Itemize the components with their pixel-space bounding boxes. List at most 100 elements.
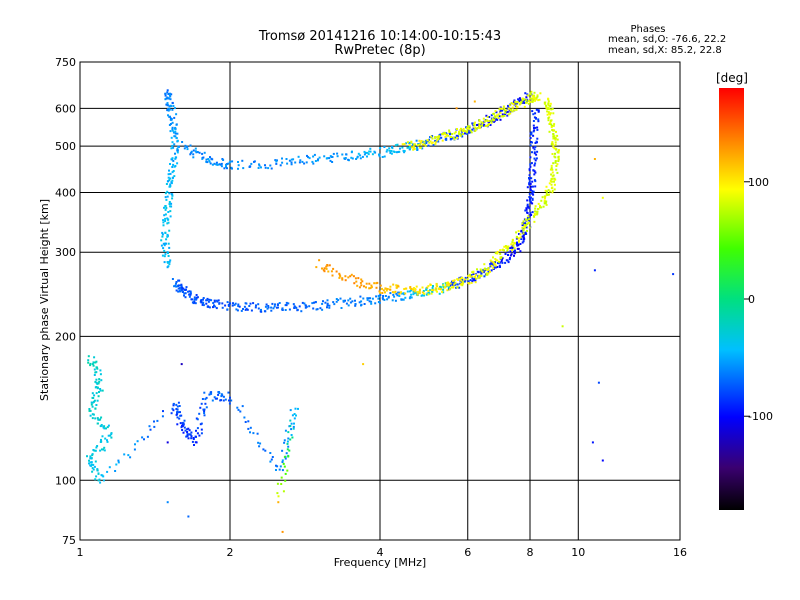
data-point [473, 100, 476, 103]
data-point [379, 294, 382, 297]
data-point [322, 300, 324, 303]
data-point [456, 135, 459, 138]
data-point [341, 278, 344, 281]
data-point [538, 98, 541, 101]
data-point [367, 153, 370, 156]
data-point [210, 157, 213, 160]
data-point [91, 453, 94, 456]
data-point [416, 147, 419, 150]
data-point [198, 412, 201, 415]
data-point [361, 280, 364, 283]
phase-info: Phases mean, sd,O: -76.6, 22.2 mean, sd,… [608, 24, 726, 56]
data-point [464, 132, 466, 135]
data-point [597, 381, 600, 384]
data-point [165, 242, 167, 245]
data-point [174, 107, 176, 110]
data-point [331, 155, 334, 158]
data-point [195, 151, 198, 154]
data-point [177, 411, 179, 414]
data-point [529, 156, 532, 159]
data-point [199, 406, 202, 409]
data-point [413, 147, 416, 150]
data-point [176, 149, 179, 152]
data-point [161, 254, 164, 257]
data-point [521, 99, 524, 102]
data-point [481, 122, 484, 125]
data-point [204, 402, 207, 405]
data-point [365, 282, 368, 285]
data-point [198, 151, 201, 154]
data-point [189, 153, 192, 156]
data-point [430, 289, 433, 292]
data-point [460, 276, 463, 279]
data-point [99, 449, 102, 452]
data-point [176, 147, 179, 150]
data-point [472, 123, 475, 126]
data-point [184, 429, 187, 432]
data-point [553, 183, 556, 186]
data-point [447, 134, 450, 137]
data-point [285, 452, 288, 455]
data-point [190, 435, 193, 438]
data-point [534, 159, 537, 162]
data-point [554, 138, 557, 141]
data-point [528, 177, 530, 179]
data-point [189, 290, 192, 293]
data-point [176, 423, 179, 426]
data-point [556, 163, 559, 166]
data-point [335, 270, 338, 273]
data-point [184, 144, 187, 147]
data-point [96, 382, 99, 385]
data-point [447, 282, 450, 285]
data-point [170, 147, 173, 150]
data-point [227, 304, 230, 306]
data-point [252, 432, 255, 435]
data-point [95, 360, 98, 363]
data-point [321, 302, 324, 305]
data-point [93, 449, 96, 452]
data-point [490, 263, 493, 266]
data-point [455, 134, 458, 137]
data-point [228, 302, 231, 305]
data-point [516, 101, 519, 103]
data-point [350, 156, 353, 159]
data-point [136, 440, 139, 443]
data-point [548, 123, 551, 125]
data-point [290, 434, 293, 436]
data-point [551, 186, 554, 189]
data-point [173, 135, 176, 138]
data-point [180, 363, 183, 366]
data-point [275, 162, 278, 165]
data-point [366, 155, 368, 158]
data-point [361, 155, 364, 158]
data-point [503, 109, 506, 112]
data-point [549, 105, 552, 107]
data-point [401, 298, 404, 301]
data-point [503, 114, 506, 117]
data-point [275, 464, 277, 467]
data-point [89, 455, 92, 458]
data-point [383, 146, 386, 148]
data-point [243, 305, 246, 308]
data-point [166, 266, 169, 269]
data-point [478, 274, 481, 277]
data-point [90, 464, 93, 467]
data-point [96, 417, 99, 420]
data-point [172, 159, 175, 162]
data-point [545, 185, 548, 188]
data-point [391, 291, 394, 294]
data-point [172, 404, 175, 407]
data-point [501, 113, 504, 116]
data-point [336, 155, 339, 158]
data-point [452, 136, 455, 139]
data-point [533, 148, 536, 151]
data-point [529, 137, 532, 139]
data-point [496, 114, 498, 117]
data-point [489, 124, 492, 126]
data-point [285, 304, 288, 307]
data-point [368, 287, 371, 290]
data-point [307, 156, 310, 159]
data-point [215, 163, 218, 166]
data-point [384, 291, 386, 294]
data-point [100, 474, 103, 477]
